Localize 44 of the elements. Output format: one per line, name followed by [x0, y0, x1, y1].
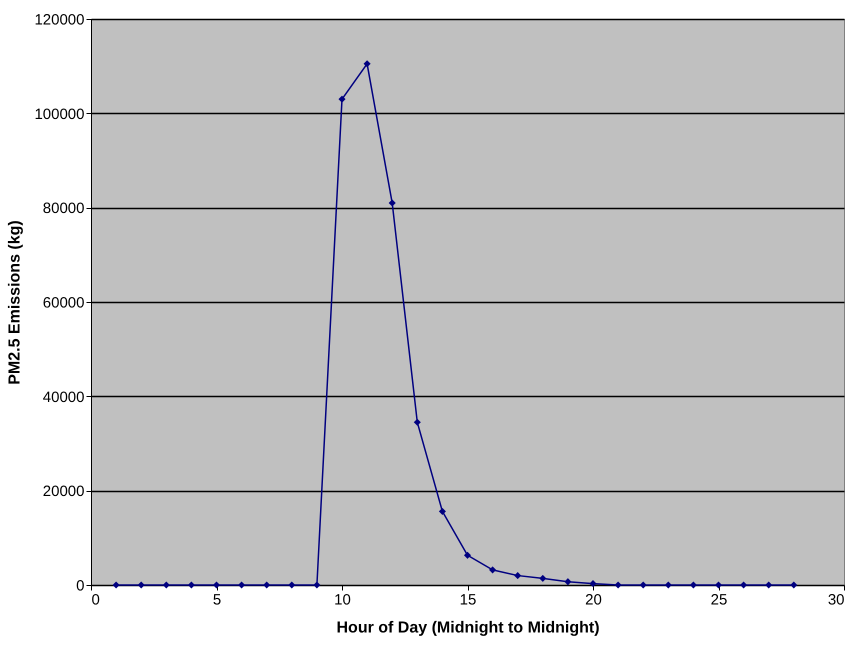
point — [188, 581, 195, 589]
x-tick-label: 25 — [710, 592, 728, 608]
point — [690, 581, 697, 589]
y-axis-title: PM2.5 Emissions (kg) — [6, 220, 24, 385]
point — [138, 581, 145, 589]
x-tick-label: 5 — [212, 592, 222, 608]
point — [313, 581, 320, 589]
point — [740, 581, 748, 589]
point — [238, 581, 246, 589]
point — [112, 581, 120, 589]
point — [338, 96, 346, 103]
x-tick-label: 20 — [585, 592, 602, 608]
x-tick-label: 15 — [460, 592, 476, 608]
point — [714, 581, 722, 589]
y-tick-label: 20000 — [42, 483, 84, 500]
point — [514, 572, 522, 580]
point — [790, 581, 798, 589]
y-tick-label: 40000 — [42, 388, 84, 406]
x-tick-label: 0 — [92, 592, 100, 608]
point — [589, 580, 597, 588]
point — [288, 581, 296, 589]
point — [263, 581, 270, 589]
y-tick-label: 0 — [76, 578, 84, 594]
point — [640, 581, 647, 589]
y-tick-label: 60000 — [42, 294, 84, 312]
point — [212, 581, 220, 589]
point — [414, 418, 421, 426]
x-tick-label: 10 — [334, 592, 351, 608]
point — [438, 508, 446, 515]
y-tick-label: 80000 — [42, 200, 84, 218]
point — [564, 578, 572, 586]
y-tick-label: 100000 — [34, 106, 84, 123]
point — [162, 581, 170, 589]
x-tick-label: 30 — [828, 592, 844, 608]
point — [364, 60, 371, 68]
point — [539, 574, 546, 582]
point — [464, 552, 472, 559]
point — [765, 581, 772, 589]
point — [664, 581, 672, 589]
point — [388, 199, 396, 206]
point — [614, 581, 622, 589]
x-axis-title: Hour of Day (Midnight to Midnight) — [336, 620, 600, 636]
point — [489, 566, 496, 574]
y-tick-label: 120000 — [34, 12, 84, 28]
